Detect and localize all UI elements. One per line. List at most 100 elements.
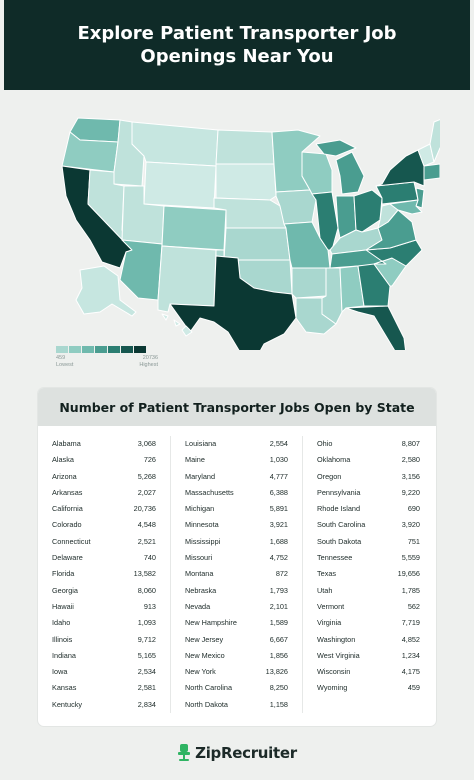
table-row: Connecticut 2,521 <box>52 534 156 550</box>
state-name: Louisiana <box>185 439 217 448</box>
job-count: 1,793 <box>269 585 288 595</box>
state-name: Virginia <box>317 618 342 628</box>
table-row: Washington 4,852 <box>317 632 420 648</box>
legend-high-label: Highest <box>139 362 158 368</box>
job-count: 1,158 <box>269 699 288 709</box>
legend-swatch <box>121 346 133 353</box>
state-name: Wyoming <box>317 683 348 693</box>
state-name: Colorado <box>52 520 82 530</box>
state-hawaii <box>161 313 193 337</box>
table-row: Pennsylvania 9,220 <box>317 485 420 501</box>
table-row: Nebraska 1,793 <box>185 583 288 599</box>
job-count: 459 <box>407 683 420 693</box>
job-count: 6,388 <box>269 487 288 497</box>
job-count: 2,521 <box>137 536 156 546</box>
legend-swatch <box>69 346 81 353</box>
state-name: Delaware <box>52 553 83 563</box>
state-name: Ohio <box>317 439 333 448</box>
state-name: Nevada <box>185 601 211 611</box>
table-row: North Carolina 8,250 <box>185 680 288 696</box>
state-name: Oklahoma <box>317 455 351 465</box>
state-name: Montana <box>185 569 214 579</box>
state-name: Indiana <box>52 650 76 660</box>
job-count: 6,667 <box>269 634 288 644</box>
jobs-table-card: Number of Patient Transporter Jobs Open … <box>38 388 436 726</box>
state-name: Hawaii <box>52 601 74 611</box>
table-row: North Dakota 1,158 <box>185 697 288 713</box>
state-name: Nebraska <box>185 585 217 595</box>
state-name: Connecticut <box>52 536 91 546</box>
table-row: Rhode Island 690 <box>317 501 420 517</box>
table-row: West Virginia 1,234 <box>317 648 420 664</box>
table-column: Louisiana 2,554 Maine 1,030 Maryland 4,777 Mas… <box>170 436 302 714</box>
job-count: 1,856 <box>269 650 288 660</box>
state-colorado <box>161 205 227 251</box>
state-new-jersey <box>415 187 425 209</box>
legend-swatches <box>56 346 158 353</box>
table-row: South Dakota 751 <box>317 534 420 550</box>
state-florida <box>345 305 407 350</box>
job-count: 751 <box>407 536 420 546</box>
state-name: Florida <box>52 569 75 579</box>
table-row: Alabama 3,068 <box>52 436 156 452</box>
legend-low-label: Lowest <box>56 362 74 368</box>
state-name: West Virginia <box>317 650 360 660</box>
table-row: Virginia 7,719 <box>317 615 420 631</box>
state-name: New Mexico <box>185 650 225 660</box>
job-count: 8,060 <box>137 585 156 595</box>
job-count: 13,826 <box>265 667 288 677</box>
legend-swatch <box>108 346 120 353</box>
table-row: Illinois 9,712 <box>52 632 156 648</box>
job-count: 726 <box>143 455 156 465</box>
state-name: Arizona <box>52 471 77 481</box>
table-row: Alaska 726 <box>52 452 156 468</box>
state-name: Illinois <box>52 634 73 644</box>
state-name: Iowa <box>52 667 68 677</box>
job-count: 19,656 <box>397 569 420 579</box>
table-row: Montana 872 <box>185 566 288 582</box>
job-count: 4,548 <box>137 520 156 530</box>
table-row: Kansas 2,581 <box>52 680 156 696</box>
table-row: Vermont 562 <box>317 599 420 615</box>
legend-swatch <box>56 346 68 353</box>
state-name: Vermont <box>317 601 345 611</box>
table-row: California 20,736 <box>52 501 156 517</box>
job-count: 1,030 <box>269 455 288 465</box>
table-row: Michigan 5,891 <box>185 501 288 517</box>
table-row: Oregon 3,156 <box>317 469 420 485</box>
table-row: Massachusetts 6,388 <box>185 485 288 501</box>
table-row: Minnesota 3,921 <box>185 517 288 533</box>
legend-max: 20736 <box>142 355 158 361</box>
state-name: Alabama <box>52 439 81 448</box>
state-name: Minnesota <box>185 520 219 530</box>
state-georgia <box>357 263 391 307</box>
state-name: New York <box>185 667 216 677</box>
state-maryland-delaware <box>389 199 423 215</box>
state-name: Idaho <box>52 618 71 628</box>
state-name: Texas <box>317 569 337 579</box>
job-count: 4,777 <box>269 471 288 481</box>
state-name: New Jersey <box>185 634 224 644</box>
state-name: Georgia <box>52 585 78 595</box>
state-name: Alaska <box>52 455 74 465</box>
table-row: New Jersey 6,667 <box>185 632 288 648</box>
table-row: Mississippi 1,688 <box>185 534 288 550</box>
state-name: Utah <box>317 585 333 595</box>
job-count: 8,250 <box>269 683 288 693</box>
job-count: 3,920 <box>401 520 420 530</box>
job-count: 7,719 <box>401 618 420 628</box>
state-wyoming <box>143 161 217 209</box>
state-maine <box>429 119 440 163</box>
job-count: 5,268 <box>137 471 156 481</box>
job-count: 1,234 <box>401 650 420 660</box>
state-name: Mississippi <box>185 536 221 546</box>
job-count: 9,220 <box>401 487 420 497</box>
state-texas <box>169 255 297 350</box>
state-alabama <box>339 265 365 313</box>
state-name: North Carolina <box>185 683 233 693</box>
state-name: Pennsylvania <box>317 487 361 497</box>
table-column: Alabama 3,068 Alaska 726 Arizona 5,268 Arkansa… <box>38 436 170 713</box>
state-ohio <box>353 189 383 233</box>
us-choropleth-map <box>40 100 440 350</box>
job-count: 1,785 <box>401 585 420 595</box>
